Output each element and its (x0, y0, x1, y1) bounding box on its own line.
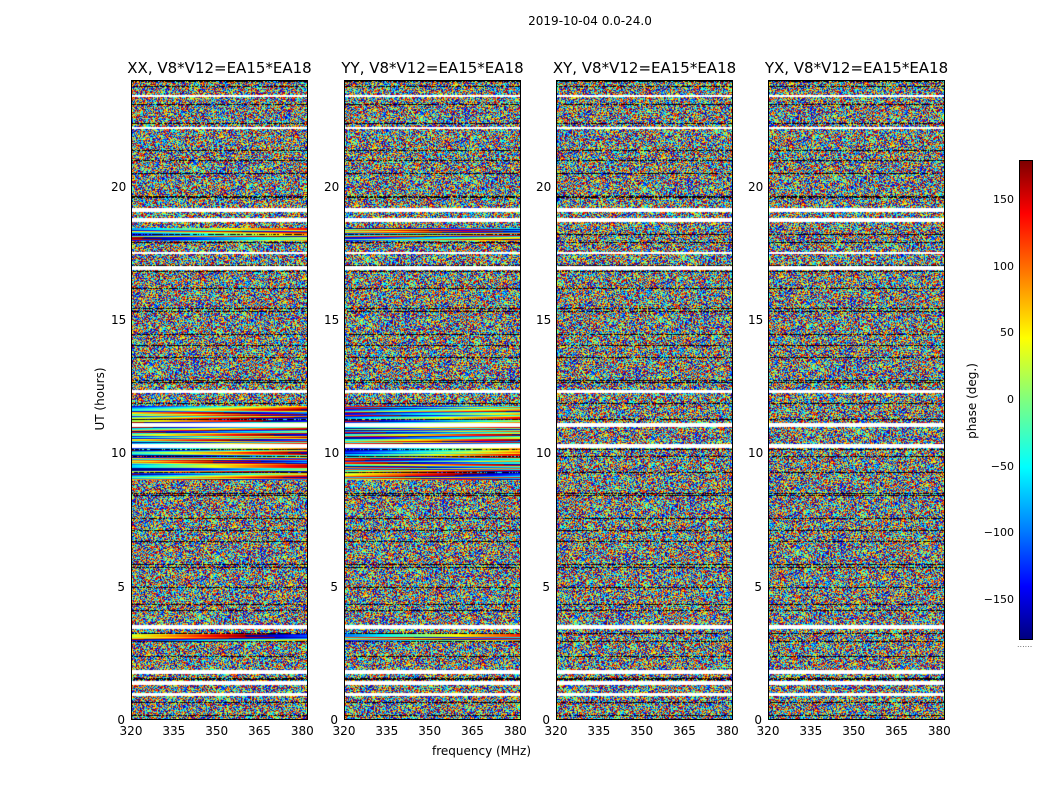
colorbar-dots: ...... (1017, 640, 1033, 649)
y-tick-label: 5 (117, 579, 125, 594)
y-tick-label: 5 (754, 579, 762, 594)
x-tick-label: 335 (162, 724, 186, 738)
heatmap-canvas-yx (769, 81, 944, 719)
x-tick-label: 365 (673, 724, 696, 738)
y-tick-label: 0 (754, 713, 762, 727)
y-tick-label: 10 (324, 446, 340, 461)
colorbar-tick-label: 0 (1007, 393, 1014, 406)
x-tick-label: 320 (756, 724, 780, 738)
panel-title-yy: YY, V8*V12=EA15*EA18 (341, 59, 524, 77)
y-tick-label: 20 (536, 179, 552, 194)
colorbar-tick-label: −150 (983, 593, 1014, 606)
y-tick-label: 20 (748, 179, 764, 194)
x-tick-label: 320 (119, 724, 143, 738)
y-tick-label: 10 (748, 446, 764, 461)
x-tick-label: 380 (290, 724, 314, 738)
heatmap-panel-yx (768, 80, 945, 720)
colorbar-tick-label: 100 (993, 259, 1014, 273)
y-tick-label: 15 (324, 313, 340, 327)
colorbar-tick-label: 150 (993, 193, 1014, 206)
colorbar-tick-label: 50 (1000, 326, 1014, 340)
y-tick-label: 0 (542, 713, 550, 727)
heatmap-canvas-yy (345, 81, 520, 719)
heatmap-panel-xy (556, 80, 733, 720)
y-tick-label: 20 (111, 179, 127, 194)
heatmap-panel-xx (131, 80, 308, 720)
x-tick-label: 320 (332, 724, 356, 738)
x-tick-label: 380 (715, 724, 739, 738)
y-tick-label: 5 (542, 579, 550, 594)
y-tick-label: 10 (536, 446, 552, 461)
panel-title-yx: YX, V8*V12=EA15*EA18 (764, 59, 949, 77)
x-tick-label: 350 (630, 724, 654, 738)
y-tick-label: 15 (748, 313, 764, 327)
colorbar-label: phase (deg.) (965, 363, 979, 439)
y-tick-label: 20 (324, 179, 340, 194)
heatmap-panel-yy (344, 80, 521, 720)
y-tick-label: 0 (330, 713, 338, 727)
x-tick-label: 350 (205, 724, 229, 738)
figure-title: 2019-10-04 0.0-24.0 (528, 14, 652, 28)
x-tick-label: 365 (461, 724, 484, 738)
y-tick-label: 15 (111, 313, 127, 327)
x-tick-label: 350 (418, 724, 442, 738)
x-tick-label: 365 (248, 724, 271, 738)
colorbar (1019, 160, 1033, 640)
heatmap-canvas-xx (132, 81, 307, 719)
x-tick-label: 335 (587, 724, 611, 738)
y-axis-label: UT (hours) (93, 367, 107, 431)
panel-title-xy: XY, V8*V12=EA15*EA18 (552, 59, 737, 77)
panel-title-xx: XX, V8*V12=EA15*EA18 (127, 59, 312, 77)
y-tick-label: 10 (111, 446, 127, 461)
colorbar-tick-label: −50 (990, 459, 1014, 473)
x-tick-label: 350 (842, 724, 866, 738)
x-tick-label: 380 (927, 724, 951, 738)
x-tick-label: 365 (885, 724, 908, 738)
x-tick-label: 335 (375, 724, 399, 738)
colorbar-tick-label: −100 (983, 526, 1014, 540)
x-axis-label: frequency (MHz) (432, 744, 532, 758)
y-tick-label: 0 (117, 713, 125, 727)
x-tick-label: 320 (544, 724, 568, 738)
heatmap-canvas-xy (557, 81, 732, 719)
x-tick-label: 380 (503, 724, 527, 738)
y-tick-label: 5 (330, 579, 338, 594)
x-tick-label: 335 (799, 724, 823, 738)
y-tick-label: 15 (536, 313, 552, 327)
